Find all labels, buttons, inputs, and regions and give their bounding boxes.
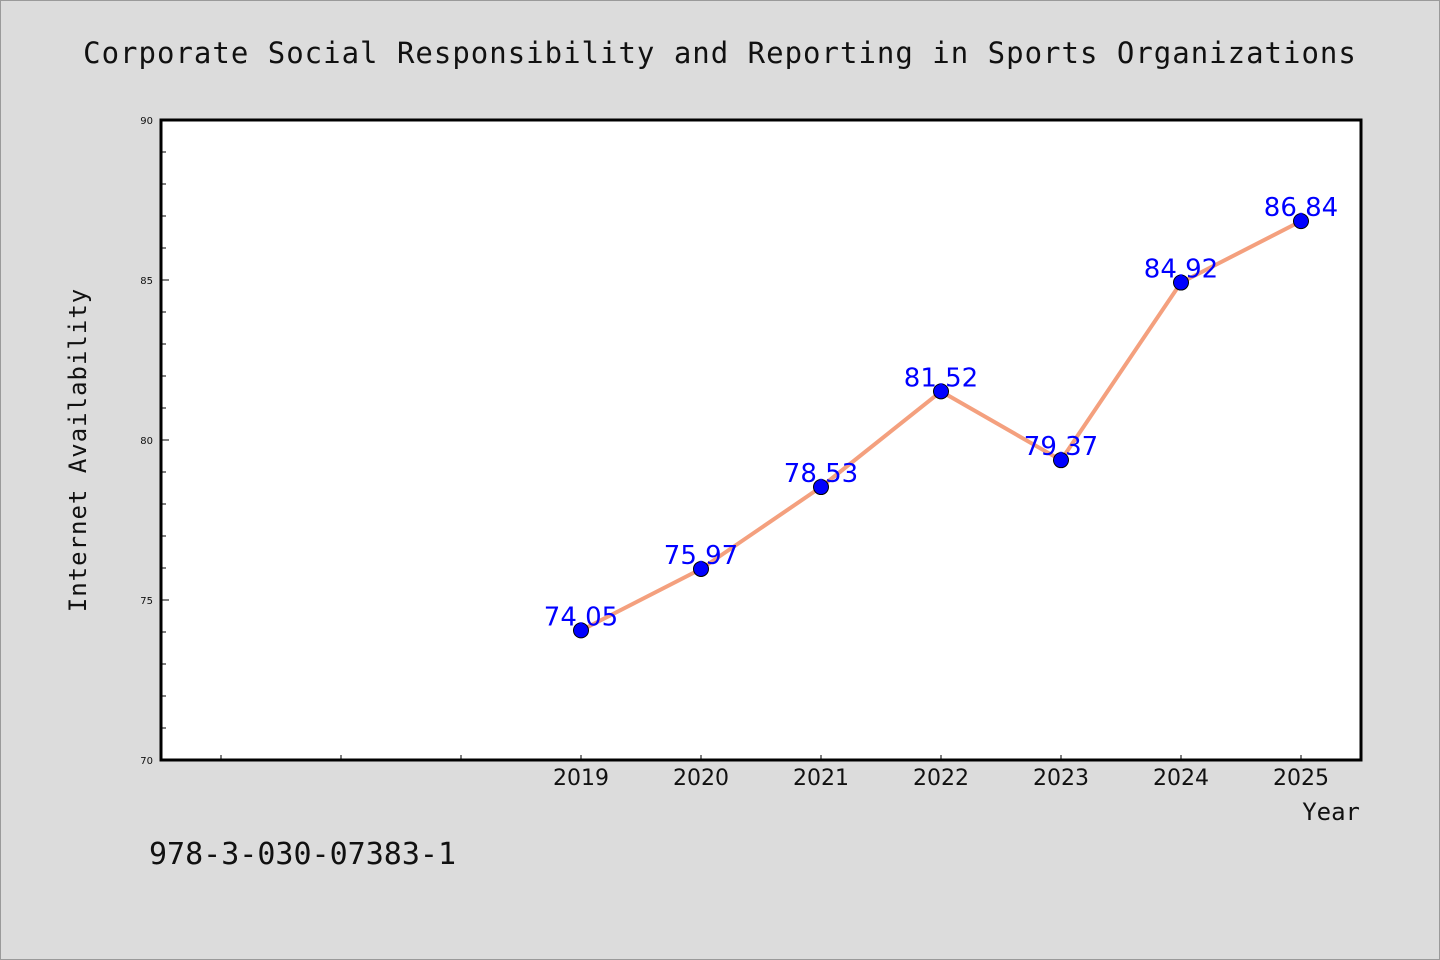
y-tick-label: 80 <box>140 436 153 447</box>
x-tick-label: 2023 <box>1033 766 1089 791</box>
data-label: 78.53 <box>784 459 858 489</box>
y-axis: 70 75 80 85 90 <box>140 116 169 767</box>
y-tick-label: 90 <box>140 116 153 127</box>
data-point <box>933 383 949 400</box>
data-point <box>813 479 829 496</box>
x-axis: 2019 2020 2021 2022 2023 2024 2025 <box>220 755 1329 791</box>
y-tick-label: 85 <box>140 276 153 287</box>
plot-area <box>159 118 1363 762</box>
x-tick-label: 2025 <box>1273 766 1329 791</box>
x-axis-label: Year <box>1302 798 1360 826</box>
x-tick-label: 2022 <box>913 766 969 791</box>
y-tick-label: 75 <box>140 596 153 607</box>
data-point <box>1293 213 1309 230</box>
data-point <box>573 622 589 639</box>
data-label: 86.84 <box>1264 193 1338 223</box>
x-tick-label: 2019 <box>553 766 609 791</box>
y-axis-label: Internet Availability <box>64 288 92 612</box>
y-tick-label: 70 <box>140 756 153 767</box>
series-layer: 74.05 75.97 78.53 81.52 79.37 84.92 86.84 <box>544 193 1338 639</box>
data-point <box>1053 452 1069 469</box>
x-tick-label: 2024 <box>1153 766 1209 791</box>
x-tick-label: 2021 <box>793 766 849 791</box>
data-label: 81.52 <box>904 363 978 393</box>
x-tick-label: 2020 <box>673 766 729 791</box>
chart-title: Corporate Social Responsibility and Repo… <box>83 36 1357 70</box>
data-point <box>693 560 709 577</box>
data-label: 79.37 <box>1024 432 1098 462</box>
data-point <box>1173 274 1189 291</box>
data-label: 75.97 <box>664 541 738 571</box>
footer-isbn: 978-3-030-07383-1 <box>149 837 456 872</box>
data-label: 74.05 <box>544 602 618 632</box>
data-label: 84.92 <box>1144 255 1218 285</box>
